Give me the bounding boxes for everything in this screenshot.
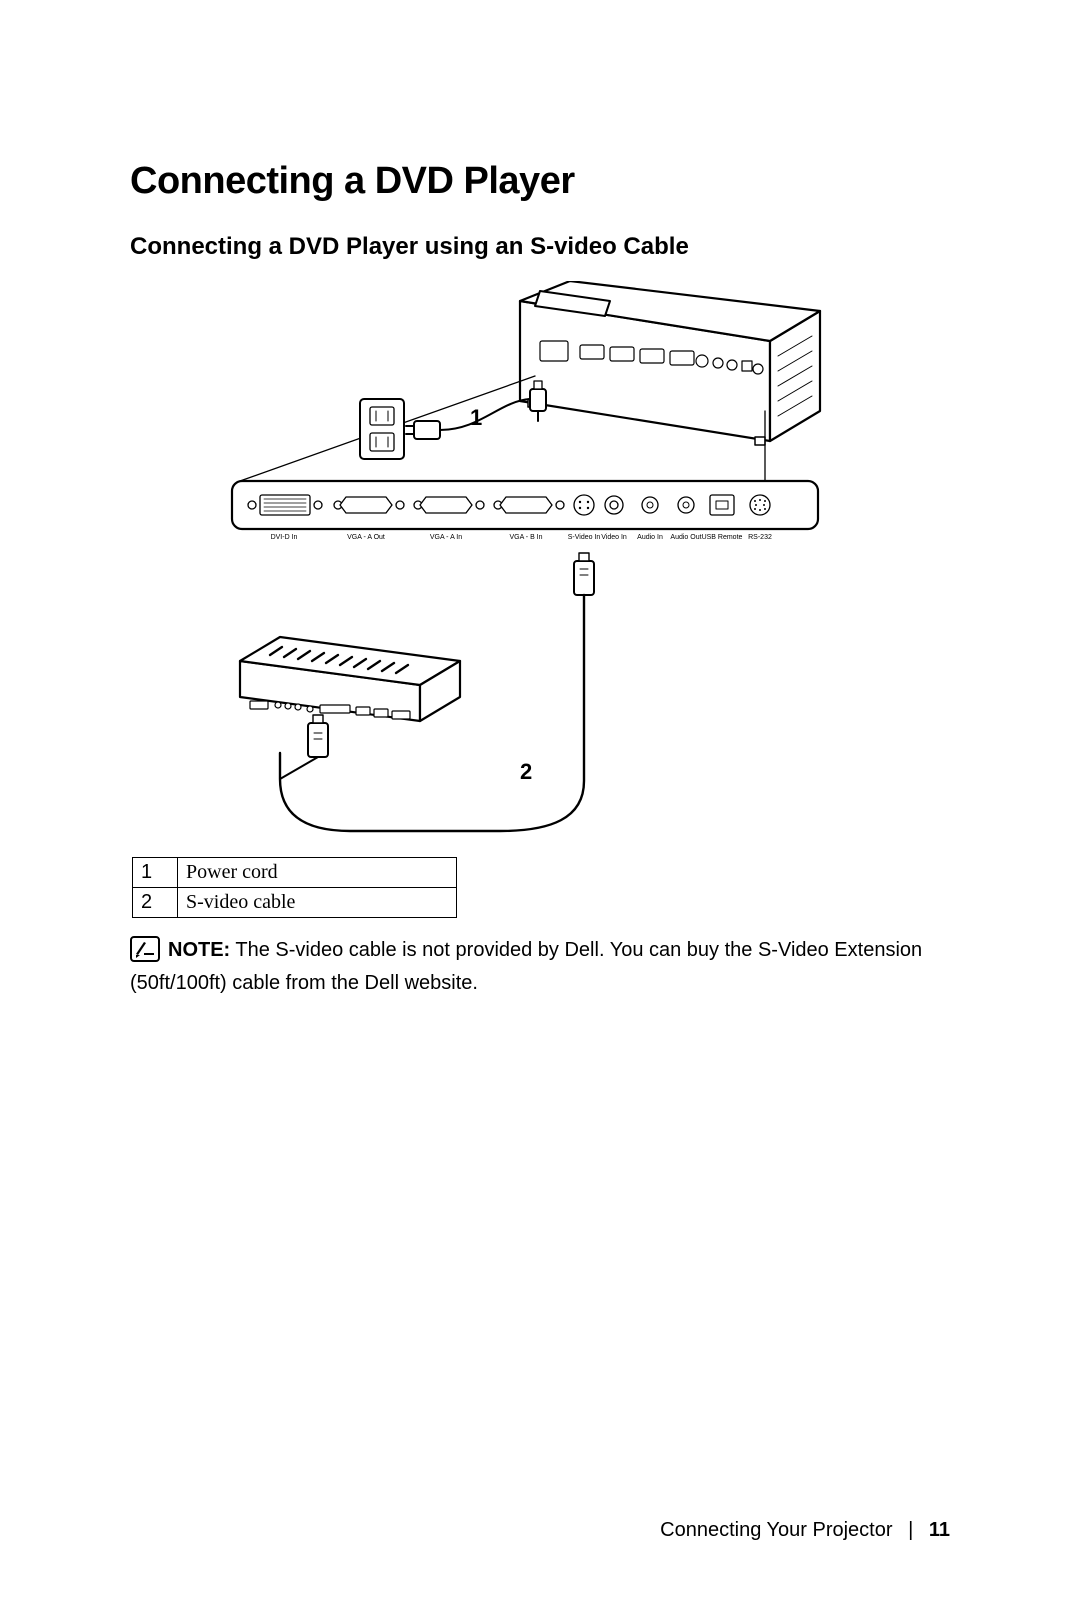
footer-separator: | [908,1519,913,1541]
note-block: NOTE: The S-video cable is not provided … [130,936,950,997]
note-label: NOTE: [168,939,230,961]
legend-label-2: S-video cable [178,888,457,918]
port-label-rs232: RS-232 [748,534,772,541]
connection-diagram: 1 [130,281,950,841]
page-title: Connecting a DVD Player [130,160,950,203]
port-label-usb: USB Remote [702,534,743,541]
section-subtitle: Connecting a DVD Player using an S-video… [130,233,950,261]
callout-1: 1 [470,405,482,430]
port-label-dvid: DVI-D In [271,534,298,541]
footer-page-number: 11 [929,1519,950,1541]
dvd-player-icon [240,637,460,721]
note-icon [130,936,160,970]
page-footer: Connecting Your Projector | 11 [660,1519,950,1542]
power-plug-icon [406,399,530,439]
port-label-vga-a-out: VGA - A Out [347,534,385,541]
port-label-video-in: Video In [601,534,627,541]
projector-icon [520,281,820,445]
port-label-vga-a-in: VGA - A In [430,534,462,541]
callout-2: 2 [520,759,532,784]
table-row: 2 S-video cable [133,888,457,918]
port-panel: DVI-D In VGA - A Out VGA - A In VGA - B … [232,481,818,541]
port-label-audio-out: Audio Out [670,534,701,541]
legend-table: 1 Power cord 2 S-video cable [132,857,457,918]
svideo-plug-bottom-icon [280,715,328,779]
manual-page: Connecting a DVD Player Connecting a DVD… [0,0,1080,1620]
footer-section: Connecting Your Projector [660,1519,892,1541]
table-row: 1 Power cord [133,858,457,888]
legend-label-1: Power cord [178,858,457,888]
port-label-audio-in: Audio In [637,534,663,541]
svideo-plug-top-icon [574,553,594,595]
note-body: The S-video cable is not provided by Del… [130,939,922,994]
wall-outlet-icon [360,399,404,459]
port-label-svideo: S-Video In [568,534,601,541]
port-label-vga-b-in: VGA - B In [509,534,542,541]
legend-num-1: 1 [133,858,178,888]
legend-num-2: 2 [133,888,178,918]
